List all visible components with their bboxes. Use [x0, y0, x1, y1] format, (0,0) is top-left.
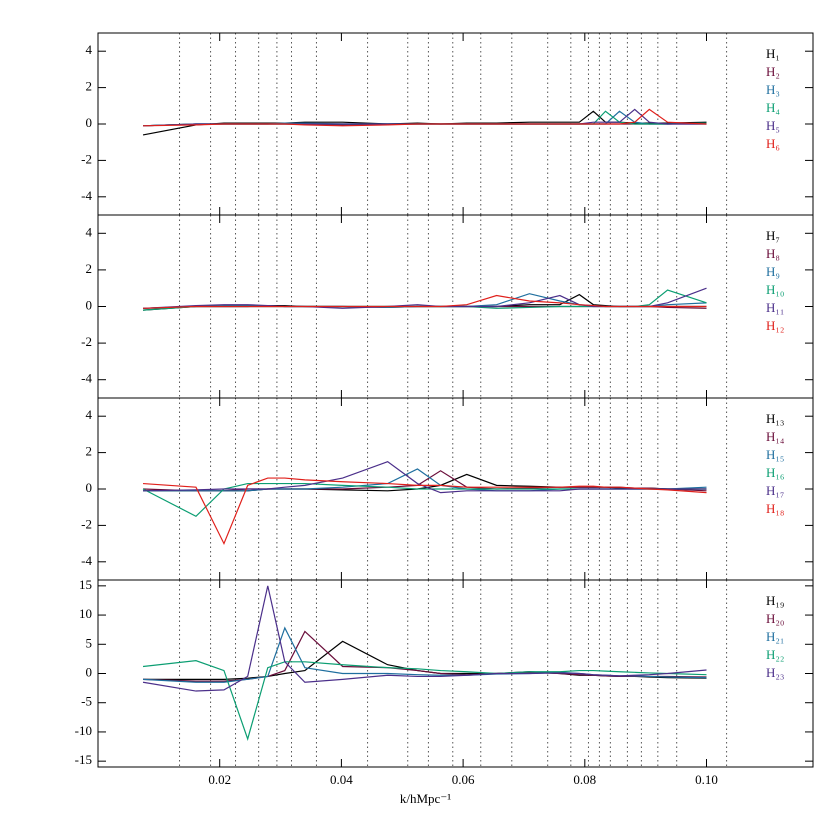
data-line: [142, 477, 707, 546]
data-line: [142, 585, 707, 692]
legend-entry: H₁₀: [766, 282, 784, 297]
y-tick-label: 4: [86, 407, 93, 422]
y-tick-label: 0: [86, 664, 93, 679]
y-tick-label: -10: [75, 723, 92, 738]
legend-entry: H₆: [766, 136, 780, 151]
legend-entry: H₁₁: [766, 300, 784, 315]
y-tick-label: 0: [86, 480, 93, 495]
y-tick-label: -4: [81, 188, 92, 203]
y-tick-label: 4: [86, 224, 93, 239]
y-tick-label: 2: [86, 444, 93, 459]
x-tick-label: 0.02: [208, 772, 231, 787]
y-tick-label: -4: [81, 371, 92, 386]
y-tick-label: -15: [75, 752, 92, 767]
legend-entry: H₁₄: [766, 429, 785, 444]
legend-entry: H₈: [766, 246, 780, 261]
y-tick-label: -5: [81, 694, 92, 709]
legend-entry: H₁: [766, 46, 780, 61]
legend-entry: H₁₅: [766, 447, 784, 462]
data-line: [143, 461, 707, 494]
x-tick-label: 0.10: [695, 772, 718, 787]
legend-entry: H₁₂: [766, 318, 784, 333]
y-tick-label: 0: [86, 297, 93, 312]
data-line: [143, 630, 707, 682]
y-tick-label: 2: [86, 261, 93, 276]
y-tick-label: -4: [81, 553, 92, 568]
legend-entry: H₅: [766, 118, 780, 133]
legend-entry: H₁₉: [766, 593, 784, 608]
y-tick-label: -2: [81, 334, 92, 349]
data-line: [142, 110, 707, 136]
data-line: [143, 294, 707, 309]
x-axis-label: k/hMpc⁻¹: [400, 791, 451, 806]
y-tick-label: 5: [86, 635, 93, 650]
data-line: [142, 289, 707, 311]
y-tick-label: 0: [86, 115, 93, 130]
legend-entry: H₃: [766, 82, 780, 97]
legend-entry: H₂₁: [766, 629, 784, 644]
legend-entry: H₇: [766, 228, 780, 243]
data-line: [142, 626, 707, 683]
legend-entry: H₄: [766, 100, 780, 115]
data-line: [142, 293, 707, 311]
y-tick-label: -2: [81, 151, 92, 166]
x-tick-label: 0.04: [330, 772, 353, 787]
legend-entry: H₂₀: [766, 611, 784, 626]
data-line: [143, 108, 707, 127]
y-tick-label: -2: [81, 516, 92, 531]
legend-entry: H₂: [766, 64, 780, 79]
y-tick-label: 15: [79, 577, 92, 592]
legend-entry: H₁₃: [766, 411, 784, 426]
legend-entry: H₁₇: [766, 483, 784, 498]
data-line: [143, 640, 707, 680]
legend-entry: H₂₂: [766, 647, 784, 662]
legend-entry: H₁₈: [766, 501, 784, 516]
legend-entry: H₉: [766, 264, 780, 279]
legend-entry: H₂₃: [766, 665, 784, 680]
y-tick-label: 10: [79, 606, 92, 621]
data-line: [142, 660, 707, 741]
x-tick-label: 0.06: [452, 772, 475, 787]
y-tick-label: 4: [86, 42, 93, 57]
legend-entry: H₁₆: [766, 465, 784, 480]
x-tick-label: 0.08: [573, 772, 596, 787]
y-tick-label: 2: [86, 79, 93, 94]
